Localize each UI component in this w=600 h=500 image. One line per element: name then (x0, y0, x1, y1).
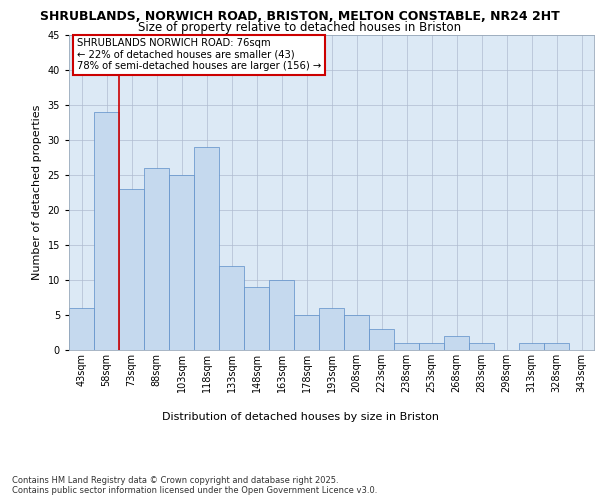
Text: SHRUBLANDS NORWICH ROAD: 76sqm
← 22% of detached houses are smaller (43)
78% of : SHRUBLANDS NORWICH ROAD: 76sqm ← 22% of … (77, 38, 321, 72)
Bar (369, 329, 394, 350)
Bar (419, 343, 444, 350)
Bar (444, 336, 469, 350)
Text: Distribution of detached houses by size in Briston: Distribution of detached houses by size … (161, 412, 439, 422)
Bar (119, 189, 144, 350)
Bar (69, 308, 94, 350)
Bar (394, 343, 419, 350)
Bar (219, 266, 244, 350)
Bar (319, 308, 344, 350)
Bar (544, 343, 569, 350)
Bar (194, 147, 219, 350)
Bar (294, 315, 319, 350)
Bar (94, 112, 119, 350)
Bar (269, 280, 294, 350)
Bar (144, 168, 169, 350)
Text: Contains HM Land Registry data © Crown copyright and database right 2025.
Contai: Contains HM Land Registry data © Crown c… (12, 476, 377, 495)
Bar (519, 343, 544, 350)
Bar (244, 287, 269, 350)
Bar (469, 343, 494, 350)
Text: SHRUBLANDS, NORWICH ROAD, BRISTON, MELTON CONSTABLE, NR24 2HT: SHRUBLANDS, NORWICH ROAD, BRISTON, MELTO… (40, 10, 560, 23)
Bar (169, 175, 194, 350)
Y-axis label: Number of detached properties: Number of detached properties (32, 105, 42, 280)
Bar (344, 315, 369, 350)
Text: Size of property relative to detached houses in Briston: Size of property relative to detached ho… (139, 21, 461, 34)
